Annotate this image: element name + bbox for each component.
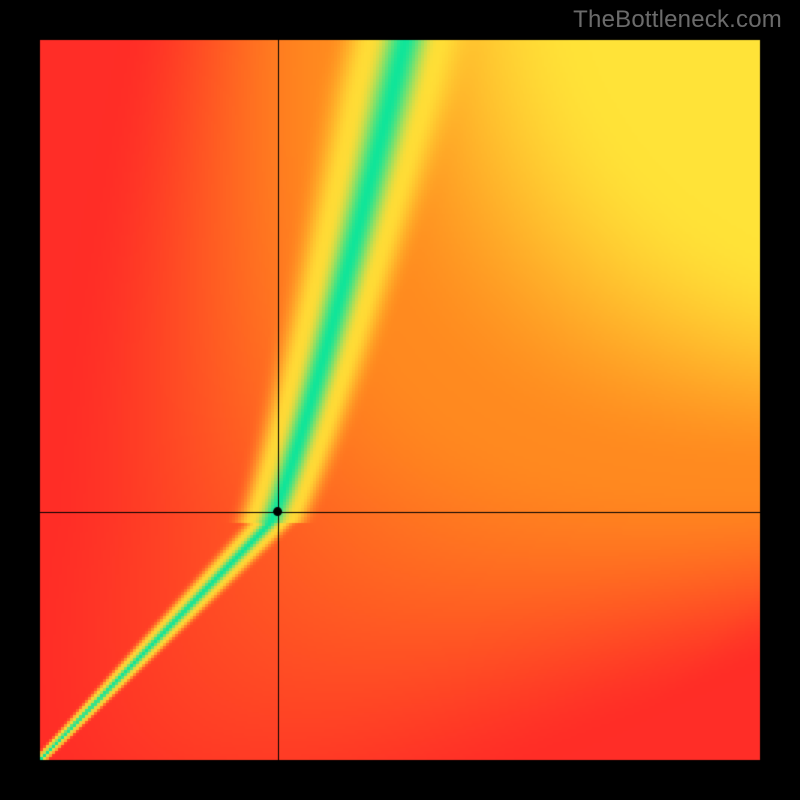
heatmap-canvas <box>0 0 800 800</box>
watermark: TheBottleneck.com <box>573 6 782 34</box>
chart-root: { "watermark": { "text": "TheBottleneck.… <box>0 0 800 800</box>
